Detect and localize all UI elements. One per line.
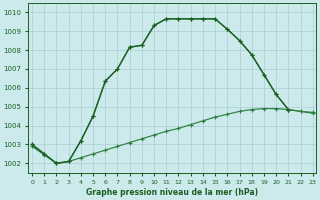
X-axis label: Graphe pression niveau de la mer (hPa): Graphe pression niveau de la mer (hPa) (86, 188, 259, 197)
